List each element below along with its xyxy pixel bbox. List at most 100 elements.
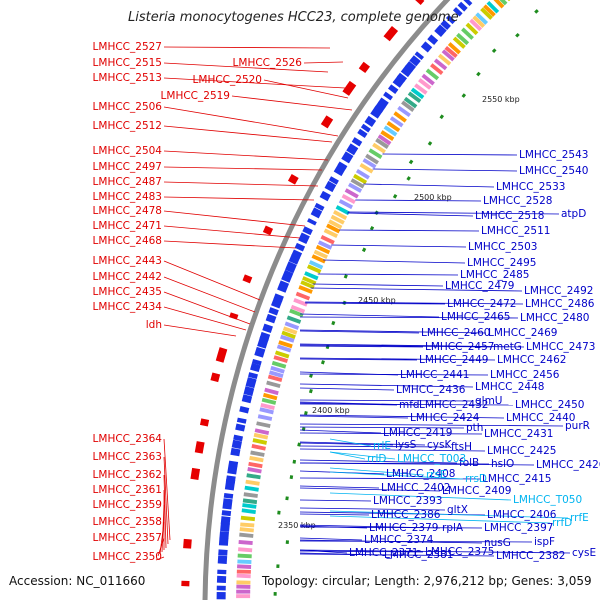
gene-label-left: LMHCC_2487 [93,176,162,188]
cog-category-feature [250,450,265,457]
cog-category-feature [418,78,432,90]
gene-label-left: LMHCC_2468 [93,235,162,247]
rna-label-leader [329,510,569,519]
cog-category-feature [383,125,398,137]
left-label-leader [303,61,344,64]
right-label-leader [299,345,424,348]
gene-label-right: LMHCC_2485 [460,269,529,281]
left-label-leader [163,150,329,161]
right-label-leader [299,526,483,529]
gene-label-right: LMHCC_2462 [497,354,566,366]
gene-label-right: metG [493,341,522,353]
reverse-gene-feature [342,80,357,96]
forward-gene-feature [463,0,473,7]
right-label-leader [299,429,382,434]
gene-label-right: LMHCC_2480 [520,312,589,324]
gene-label-left: LMHCC_2478 [93,205,162,217]
gene-label-right: LMHCC_2374 [364,534,434,546]
cog-category-feature [469,18,483,32]
rna-label: LMHCC_T003 [397,453,466,465]
right-label-leader [299,330,420,334]
gene-label-left: ldh [146,319,162,331]
gc-skew-mark [361,247,367,253]
gene-label-left: LMHCC_2504 [93,145,163,157]
gene-label-right: LMHCC_2379 [369,522,438,534]
gc-skew-mark [439,114,445,120]
cog-category-feature [315,244,331,255]
cog-category-feature [353,173,368,185]
cog-category-feature [260,402,275,410]
forward-gene-feature [221,510,232,517]
forward-gene-feature [404,61,417,72]
forward-gene-feature [235,423,246,432]
reverse-gene-feature [183,538,192,549]
cog-category-feature [246,473,261,480]
gene-label-right: LMHCC_2424 [410,412,480,424]
cog-category-feature [380,130,395,141]
cog-category-feature [377,134,392,146]
forward-gene-feature [230,447,241,457]
right-label-leader [299,343,525,348]
gene-label-right: ftsH [451,441,472,453]
forward-gene-feature [241,394,253,404]
cog-category-feature [410,87,425,100]
map-title: Listeria monocytogenes HCC23, complete g… [128,10,459,25]
cog-category-feature [248,461,263,469]
forward-gene-feature [420,41,433,53]
cog-category-feature [276,344,292,353]
forward-gene-feature [291,249,303,259]
right-label-leader [299,399,474,402]
cog-category-feature [456,32,470,46]
right-label-leader [299,445,450,448]
gene-label-right: LMHCC_2472 [447,298,516,310]
left-label-leader [163,225,301,239]
rna-label: rrsD [465,473,487,485]
cog-category-feature [444,46,458,58]
gene-label-right: folB [459,457,479,469]
cog-category-feature [425,68,440,81]
forward-gene-feature [360,123,371,133]
gene-label-right: LMHCC_2436 [396,384,466,396]
gene-label-left: LMHCC_2364 [93,433,163,445]
right-label-leader [299,313,440,318]
gene-label-left: LMHCC_2483 [93,191,162,203]
forward-gene-feature [307,218,317,226]
cog-category-feature [401,100,415,112]
forward-gene-feature [445,14,456,25]
forward-gene-feature [228,460,239,467]
forward-gene-feature [374,101,386,113]
cog-category-feature [251,443,266,451]
right-label-leader [305,302,446,305]
left-label-leader [163,276,256,313]
cog-category-feature [254,428,270,435]
right-label-leader [299,432,483,435]
cog-category-feature [306,264,322,274]
cog-category-feature [284,321,300,330]
cog-category-feature [249,455,264,463]
gene-label-right: LMHCC_2469 [488,327,557,339]
gc-skew-mark [292,459,297,464]
forward-gene-feature [378,97,389,108]
cog-category-feature [338,199,353,210]
forward-gene-feature [427,34,439,46]
left-label-leader [163,260,261,301]
gene-label-right: LMHCC_2540 [519,165,588,177]
right-label-leader [348,211,560,215]
right-label-leader [299,462,535,466]
forward-gene-feature [310,207,323,219]
cog-category-feature [289,308,304,318]
right-label-leader [299,316,519,319]
reverse-gene-feature [194,441,205,454]
cog-category-feature [328,219,343,230]
forward-gene-feature [346,143,359,156]
gc-skew-mark [308,388,313,394]
left-label-leader [163,306,247,331]
gene-label-right: LMHCC_2397 [484,522,553,534]
cog-category-feature [375,137,390,149]
gene-label-left: LMHCC_2527 [93,41,162,53]
gc-skew-mark [515,32,520,38]
cog-category-feature [247,467,262,474]
cog-category-feature [483,4,496,17]
